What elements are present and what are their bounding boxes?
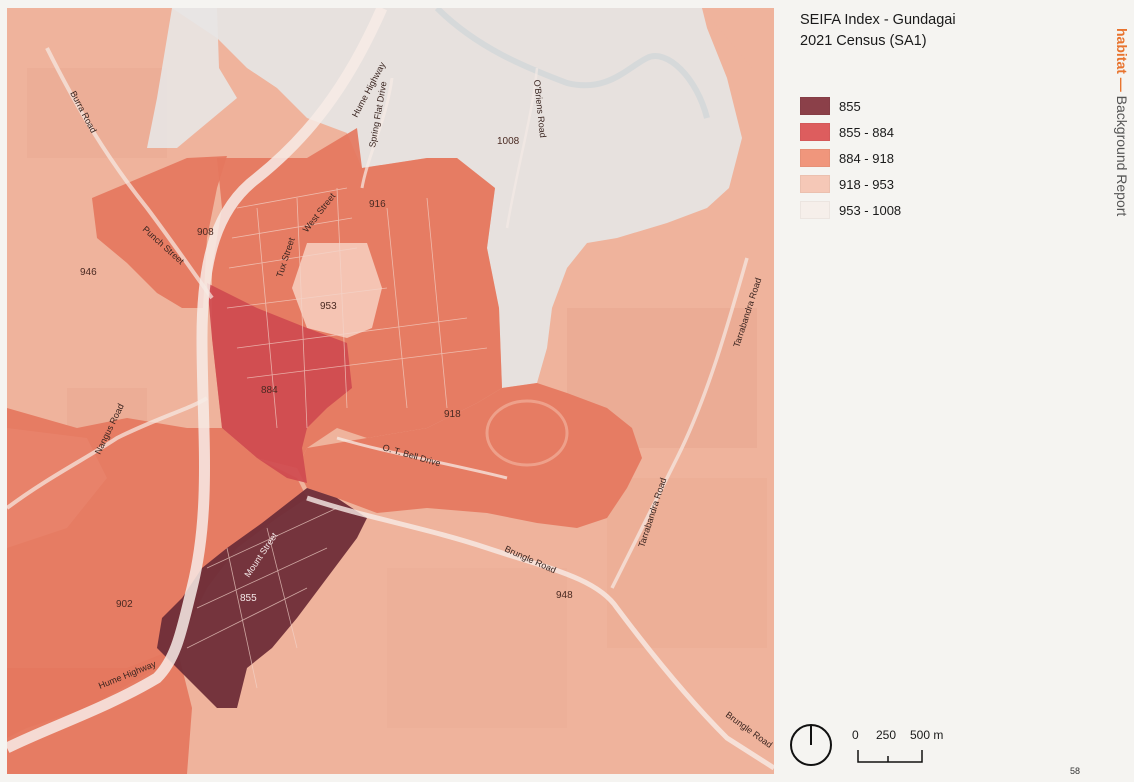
street-grid xyxy=(186,187,488,689)
tarrabandra-road-line xyxy=(610,257,749,589)
river xyxy=(434,8,710,119)
area-label-855: 855 xyxy=(240,593,257,604)
scale-bar: 0 250 500 m xyxy=(852,728,962,768)
area-953 xyxy=(292,243,382,338)
page-number: 58 xyxy=(1070,766,1081,776)
obriens-road-line xyxy=(505,67,539,229)
legend-item: 918 - 953 xyxy=(800,171,901,197)
area-label-946: 946 xyxy=(80,267,97,278)
brand-dash: — xyxy=(1114,73,1130,96)
area-label-884: 884 xyxy=(261,385,278,396)
area-1008 xyxy=(172,8,742,388)
legend-swatch xyxy=(800,175,830,193)
map[interactable]: 1008 908 916 946 953 884 918 855 902 948… xyxy=(7,8,774,774)
racecourse xyxy=(485,399,569,467)
legend-item: 884 - 918 xyxy=(800,145,901,171)
north-arrow-icon xyxy=(790,724,832,766)
title-line-2: 2021 Census (SA1) xyxy=(800,33,927,49)
ot-bell-drive-line xyxy=(336,436,508,480)
scale-mid: 250 xyxy=(876,728,897,742)
scale-max: 500 m xyxy=(910,728,944,742)
legend-label: 855 - 884 xyxy=(839,124,894,140)
legend-swatch xyxy=(800,123,830,141)
legend-swatch xyxy=(800,97,830,115)
legend-swatch xyxy=(800,149,830,167)
legend-label: 884 - 918 xyxy=(839,150,894,166)
side-brand: habitat — Background Report xyxy=(1114,28,1130,268)
area-label-948: 948 xyxy=(556,590,573,601)
title-line-1: SEIFA Index - Gundagai xyxy=(800,12,956,28)
scale-bar-graphic xyxy=(857,750,923,763)
report-name: Background Report xyxy=(1114,95,1130,217)
map-title: SEIFA Index - Gundagai 2021 Census (SA1) xyxy=(800,10,956,52)
brand-name: habitat xyxy=(1114,28,1130,74)
legend-item: 855 xyxy=(800,93,901,119)
burra-road-line xyxy=(45,47,214,300)
scale-zero: 0 xyxy=(852,728,859,742)
area-label-902: 902 xyxy=(116,599,133,610)
area-884 xyxy=(207,283,352,483)
legend: 855 855 - 884 884 - 918 918 - 953 953 - … xyxy=(800,93,901,223)
legend-item: 953 - 1008 xyxy=(800,197,901,223)
legend-label: 918 - 953 xyxy=(839,176,894,192)
area-label-908: 908 xyxy=(197,227,214,238)
area-north-light xyxy=(147,8,237,148)
hume-highway xyxy=(7,8,388,753)
legend-swatch xyxy=(800,201,830,219)
area-ne-corner xyxy=(702,8,774,98)
legend-label: 953 - 1008 xyxy=(839,202,902,218)
area-label-916: 916 xyxy=(369,199,386,210)
spring-flat-line xyxy=(360,77,394,189)
brungle-road xyxy=(306,495,774,771)
legend-item: 855 - 884 xyxy=(800,119,901,145)
map-canvas: 1008 908 916 946 953 884 918 855 902 948… xyxy=(7,8,774,774)
legend-label: 855 xyxy=(839,98,861,114)
area-label-953: 953 xyxy=(320,301,337,312)
area-label-918: 918 xyxy=(444,409,461,420)
area-label-1008: 1008 xyxy=(497,136,520,147)
nangus-road-line xyxy=(7,396,209,510)
area-918 xyxy=(297,383,642,528)
area-855 xyxy=(157,488,367,708)
